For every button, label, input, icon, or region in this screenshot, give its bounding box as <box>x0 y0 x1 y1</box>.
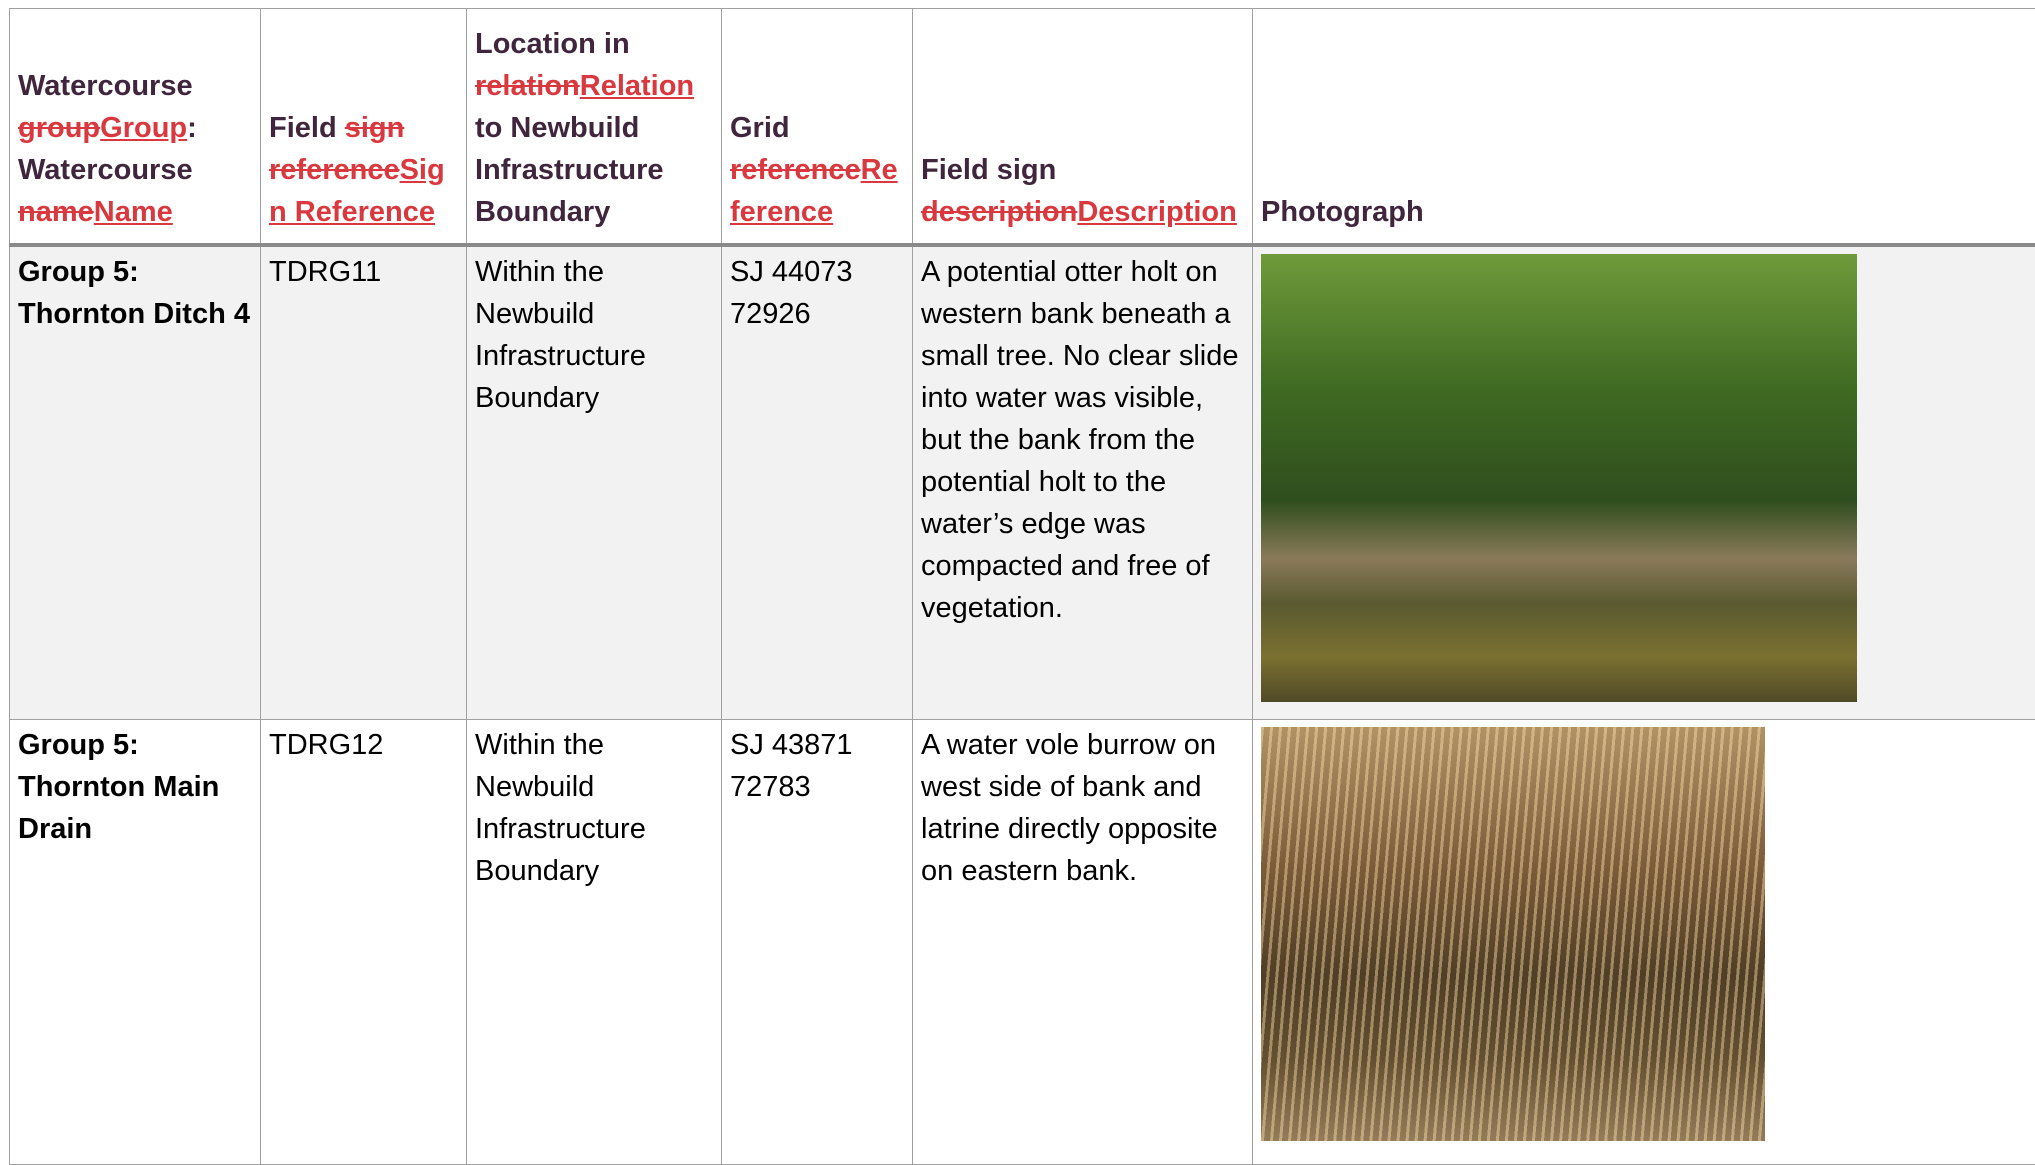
header-cell: Watercourse groupGroup: Watercourse name… <box>10 9 261 246</box>
header-text: reference <box>730 154 861 186</box>
header-text: reference <box>269 154 400 186</box>
header-text: name <box>18 196 94 228</box>
header-text: Name <box>94 196 173 228</box>
table-cell: SJ 44073 72926 <box>722 245 913 720</box>
header-text: sign <box>345 112 405 144</box>
photograph <box>1261 254 1857 702</box>
header-text: Description <box>1077 196 1237 228</box>
header-text: Watercourse <box>18 70 193 102</box>
field-sign-table: Watercourse groupGroup: Watercourse name… <box>9 8 2035 1165</box>
header-cell: Field sign descriptionDescription <box>913 9 1253 246</box>
photograph <box>1261 727 1765 1141</box>
table-cell: TDRG11 <box>261 245 467 720</box>
table-cell: TDRG12 <box>261 720 467 1165</box>
header-text: Field <box>269 112 345 144</box>
table-cell: Within the Newbuild Infrastructure Bound… <box>467 720 722 1165</box>
page: Watercourse groupGroup: Watercourse name… <box>0 0 2035 1138</box>
header-text: Relation <box>580 70 694 102</box>
photo-cell <box>1253 245 2035 720</box>
table-cell: Within the Newbuild Infrastructure Bound… <box>467 245 722 720</box>
table-cell: A potential otter holt on western bank b… <box>913 245 1253 720</box>
header-cell: Field sign referenceSign Reference <box>261 9 467 246</box>
header-cell: Photograph <box>1253 9 2035 246</box>
header-text: relation <box>475 70 580 102</box>
header-text: description <box>921 196 1077 228</box>
header-text: to Newbuild Infrastructure Boundary <box>475 112 664 228</box>
header-text: Field sign <box>921 154 1056 186</box>
header-text: Group <box>100 112 187 144</box>
photo-cell <box>1253 720 2035 1165</box>
table-cell: Group 5: Thornton Ditch 4 <box>10 245 261 720</box>
header-cell: Location in relationRelation to Newbuild… <box>467 9 722 246</box>
table-cell: Group 5: Thornton Main Drain <box>10 720 261 1165</box>
header-text: Grid <box>730 112 790 144</box>
header-row: Watercourse groupGroup: Watercourse name… <box>10 9 2035 246</box>
header-text: Photograph <box>1261 196 1424 228</box>
table-cell: SJ 43871 72783 <box>722 720 913 1165</box>
header-text: group <box>18 112 100 144</box>
header-text: Location in <box>475 28 630 60</box>
table-cell: A water vole burrow on west side of bank… <box>913 720 1253 1165</box>
header-cell: Grid referenceReference <box>722 9 913 246</box>
